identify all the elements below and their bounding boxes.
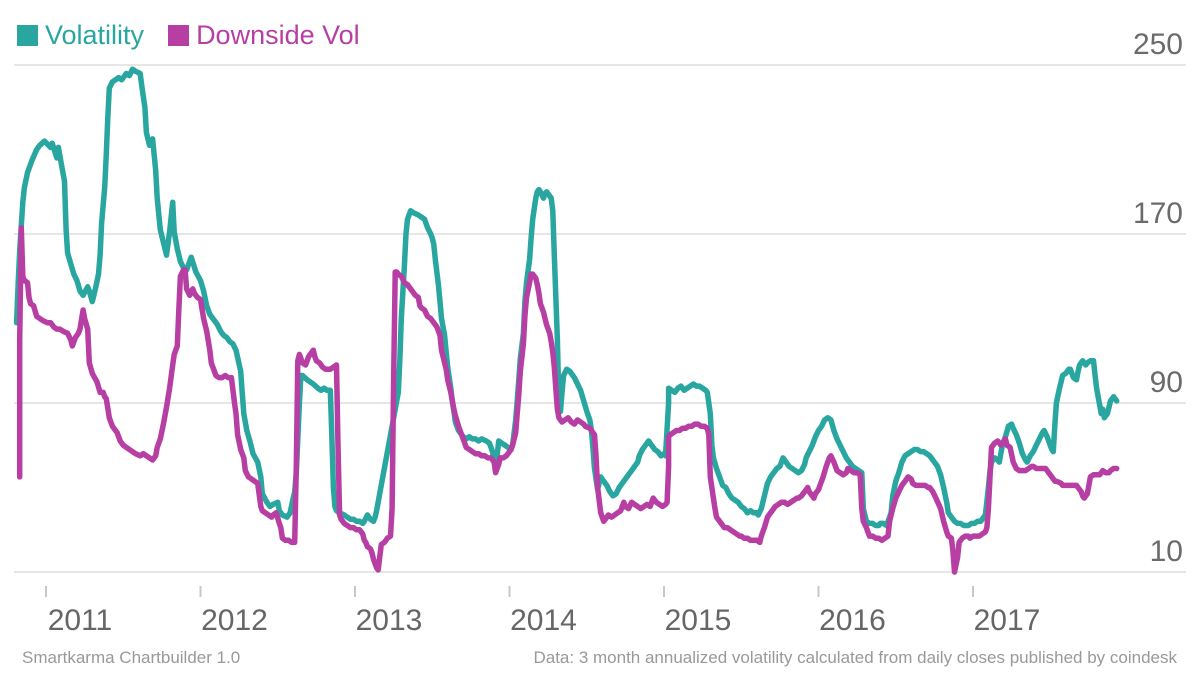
y-axis-label-90: 90 xyxy=(1150,366,1183,399)
x-axis-label-2016: 2016 xyxy=(819,604,886,637)
x-axis-label-2015: 2015 xyxy=(665,604,732,637)
x-axis-label-2012: 2012 xyxy=(201,604,268,637)
legend-label-volatility: Volatility xyxy=(45,20,145,50)
series-lines xyxy=(13,66,1120,575)
x-axis-label-2017: 2017 xyxy=(974,604,1041,637)
y-axis-label-170: 170 xyxy=(1133,197,1183,230)
legend: Volatility Downside Vol xyxy=(17,22,384,49)
x-axis-label-2014: 2014 xyxy=(510,604,577,637)
data-source-note: Data: 3 month annualized volatility calc… xyxy=(533,648,1177,667)
x-axis: 2011 2012 2013 2014 2015 2016 2017 xyxy=(45,586,1041,637)
x-axis-label-2013: 2013 xyxy=(356,604,423,637)
x-axis-label-2011: 2011 xyxy=(48,604,113,637)
chartbuilder-credit: Smartkarma Chartbuilder 1.0 xyxy=(22,648,241,667)
y-axis-labels: 250 170 90 10 xyxy=(1133,28,1183,568)
legend-item-volatility: Volatility xyxy=(17,22,144,49)
legend-label-downside-vol: Downside Vol xyxy=(196,20,360,50)
y-axis-label-10: 10 xyxy=(1150,535,1183,568)
gridlines xyxy=(14,64,1186,573)
series-line-volatility xyxy=(13,66,1120,529)
legend-item-downside-vol: Downside Vol xyxy=(168,22,360,49)
series-line-downside-vol xyxy=(16,224,1120,575)
y-axis-label-250: 250 xyxy=(1133,28,1183,61)
volatility-swatch-icon xyxy=(17,25,38,46)
downside-vol-swatch-icon xyxy=(168,25,190,46)
